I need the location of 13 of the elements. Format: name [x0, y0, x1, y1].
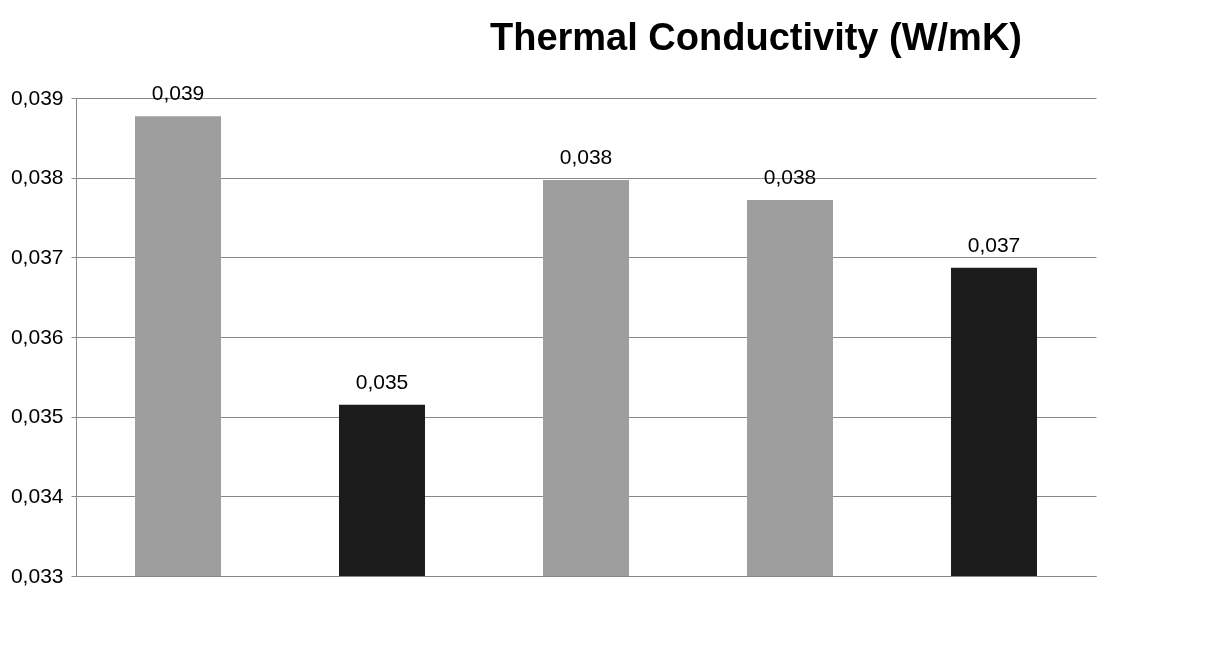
y-tick-label: 0,033 [10, 563, 64, 587]
chart-title: Thermal Conductivity (W/mK) [489, 16, 1023, 59]
y-tick-label: 0,037 [10, 244, 64, 268]
data-label: 0,037 [967, 232, 1021, 256]
y-tick-label: 0,038 [10, 165, 64, 189]
y-tick-label: 0,039 [10, 85, 64, 109]
data-label: 0,038 [559, 145, 613, 169]
y-tick-label: 0,035 [10, 404, 64, 428]
data-label: 0,039 [151, 81, 205, 105]
y-tick-label: 0,036 [10, 324, 64, 348]
data-label: 0,035 [355, 369, 409, 393]
y-tick-label: 0,034 [10, 483, 64, 507]
data-label: 0,038 [763, 164, 817, 188]
